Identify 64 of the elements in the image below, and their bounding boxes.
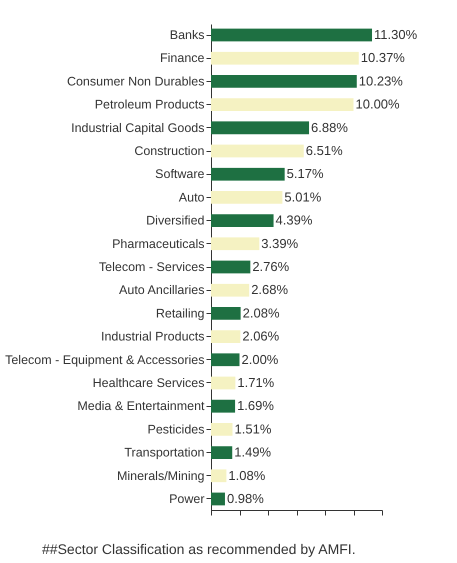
y-tick-label: Telecom - Equipment & Accessories (5, 352, 204, 367)
bar (211, 284, 250, 297)
bar (211, 191, 282, 204)
bar (211, 260, 250, 274)
y-tick-label: Retailing (156, 306, 205, 320)
bar (211, 75, 357, 88)
data-label: 2.06% (242, 328, 280, 344)
data-label: 10.00% (356, 96, 400, 112)
y-tick-label: Minerals/Mining (116, 468, 205, 483)
bar (211, 446, 232, 459)
bar (211, 400, 236, 413)
text: ##Sector Classification as recommended by AMFI. (42, 541, 356, 557)
data-label: 1.49% (234, 444, 272, 460)
bar (211, 28, 372, 42)
data-label: 5.17% (286, 166, 324, 182)
data-label: 2.00% (242, 352, 279, 367)
bar (211, 121, 310, 134)
data-label: 10.23% (358, 73, 404, 88)
data-label: 6.51% (306, 143, 344, 158)
y-tick-label: Software (155, 167, 205, 182)
data-label: 5.01% (284, 189, 322, 204)
data-label: 1.69% (237, 398, 274, 414)
data-label: 1.71% (237, 374, 275, 390)
y-tick-label: Construction (134, 144, 205, 158)
bar (211, 376, 236, 390)
y-tick-label: Auto Ancillaries (119, 283, 204, 298)
data-label: 2.76% (252, 259, 290, 274)
y-tick-label: Healthcare Services (92, 376, 204, 390)
y-tick-label: Industrial Capital Goods (71, 120, 204, 135)
y-tick-label: Diversified (146, 214, 205, 228)
data-label: 0.98% (226, 490, 264, 506)
y-tick-label: Telecom - Services (98, 260, 204, 274)
bar (211, 307, 241, 320)
data-label: 11.30% (374, 27, 418, 42)
data-label: 2.68% (251, 282, 288, 298)
data-label: 2.08% (242, 305, 280, 320)
bar (211, 144, 304, 158)
y-tick-label: Transportation (124, 446, 205, 460)
bar (211, 168, 285, 181)
data-label: 10.37% (360, 50, 406, 66)
y-tick-label: Finance (160, 51, 205, 66)
bar (211, 353, 240, 366)
y-tick-label: Auto (178, 190, 205, 204)
bar (211, 237, 260, 250)
bar (211, 52, 359, 65)
y-tick-label: Industrial Products (100, 330, 204, 344)
data-label: 4.39% (276, 212, 313, 228)
y-tick-label: Consumer Non Durables (66, 74, 204, 88)
data-label: 6.88% (311, 120, 348, 135)
bar (211, 492, 225, 506)
y-tick-label: Media & Entertainment (77, 399, 206, 414)
bar (211, 98, 354, 111)
y-tick-label: Power (169, 492, 204, 506)
data-label: 1.51% (234, 421, 272, 436)
y-tick-label: Pharmaceuticals (112, 236, 204, 251)
data-label: 1.08% (228, 468, 266, 483)
bar (211, 214, 274, 227)
y-tick-label: Petroleum Products (94, 98, 204, 112)
bar (211, 423, 233, 436)
y-tick-label: Pesticides (148, 422, 204, 436)
data-label: 3.39% (261, 236, 299, 251)
y-tick-label: Banks (170, 28, 204, 42)
bar (211, 469, 226, 482)
bar (211, 330, 240, 343)
